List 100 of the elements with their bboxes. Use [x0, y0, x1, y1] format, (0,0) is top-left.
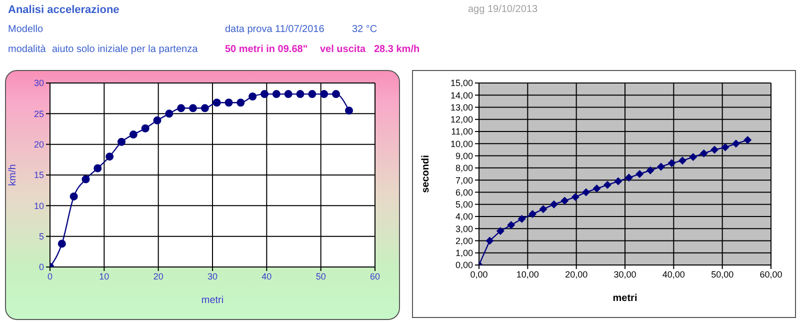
point [550, 200, 558, 208]
point [732, 140, 740, 148]
y-axis-title: secondi [420, 154, 432, 193]
point [636, 170, 644, 178]
point [94, 164, 102, 172]
y-tick-label: 0 [38, 262, 44, 272]
point [646, 166, 654, 174]
point [141, 124, 150, 132]
x-tick-label: 40,00 [662, 269, 685, 280]
point [118, 138, 126, 146]
y-tick-label: 8,00 [455, 163, 473, 174]
point [189, 104, 197, 112]
point [248, 92, 257, 100]
text: modalità [8, 44, 46, 55]
point [571, 193, 580, 202]
point [106, 152, 114, 161]
point [284, 90, 292, 98]
point [296, 90, 304, 98]
y-tick-label: 10 [34, 200, 44, 211]
text: 11/07/2016 [275, 24, 324, 35]
text: 50 metri in 09.68" [225, 44, 308, 55]
y-tick-label: 9,00 [455, 150, 473, 161]
y-tick-label: 20 [34, 140, 44, 150]
point [689, 153, 698, 162]
y-tick-label: 14,00 [450, 90, 473, 100]
point [507, 220, 516, 229]
y-tick-label: 6,00 [455, 187, 473, 198]
y-tick-label: 4,00 [455, 212, 473, 222]
point [308, 90, 316, 98]
y-tick-label: 25 [34, 108, 44, 119]
x-tick-label: 30,00 [614, 269, 636, 280]
y-tick-label: 5,00 [455, 200, 473, 210]
x-tick-label: 10,00 [516, 269, 539, 280]
y-axis-title: km/h [8, 164, 19, 186]
point [486, 236, 494, 245]
point [710, 146, 719, 154]
x-tick-label: 50,00 [711, 269, 734, 280]
point [129, 130, 138, 139]
text: vel uscita [320, 44, 366, 55]
point [603, 180, 612, 189]
point [721, 143, 730, 152]
x-tick-label: 20,00 [565, 269, 588, 280]
x-tick-label: 0,00 [470, 269, 488, 280]
y-tick-label: 11,00 [451, 126, 473, 137]
x-tick-label: 10 [99, 271, 110, 282]
point [700, 149, 708, 158]
point [678, 156, 686, 165]
point [518, 214, 526, 223]
point [236, 98, 245, 107]
point [539, 205, 548, 214]
y-tick-label: 30 [34, 78, 44, 88]
y-tick-label: 13,00 [450, 102, 473, 112]
x-tick-label: 20 [153, 271, 164, 282]
point [200, 104, 209, 112]
text: Modello [8, 24, 44, 35]
point [496, 227, 504, 236]
point [560, 196, 569, 205]
x-tick-label: 50 [316, 271, 326, 282]
chart-title: Analisi accelerazione [8, 4, 120, 16]
point [744, 136, 752, 144]
y-tick-label: 10,00 [450, 138, 473, 149]
point [332, 90, 340, 98]
y-tick-label: 5 [38, 232, 44, 242]
text: agg 19/10/2013 [468, 4, 538, 15]
point [582, 188, 590, 196]
y-tick-label: 15,00 [450, 78, 473, 88]
x-axis-title: metri [201, 295, 224, 306]
point [212, 98, 221, 107]
point [592, 184, 601, 193]
point [272, 90, 280, 98]
y-tick-label: 12,00 [450, 114, 473, 125]
x-tick-label: 0 [47, 271, 53, 282]
text: data prova [225, 24, 272, 35]
point [320, 90, 328, 98]
point [528, 210, 537, 218]
x-tick-label: 40 [262, 271, 272, 282]
text: 28.3 km/h [374, 44, 420, 55]
point [345, 106, 353, 115]
point [165, 110, 174, 118]
x-axis-title: metri [612, 293, 638, 304]
y-tick-label: 0,00 [455, 260, 473, 270]
point [153, 116, 162, 124]
y-tick-label: 2,00 [455, 236, 473, 246]
point [70, 192, 78, 200]
point [668, 159, 676, 168]
point [657, 162, 666, 171]
point [82, 175, 90, 184]
y-tick-label: 3,00 [455, 224, 473, 234]
point [614, 177, 622, 186]
point [177, 104, 186, 112]
point [58, 240, 66, 248]
y-tick-label: 15 [34, 170, 44, 180]
text: aiuto solo iniziale per la partenza [52, 44, 198, 55]
point [260, 90, 268, 98]
x-tick-label: 60 [370, 271, 380, 282]
x-tick-label: 60,00 [760, 269, 782, 280]
point [624, 174, 633, 182]
point [224, 98, 233, 107]
y-tick-label: 7,00 [455, 175, 473, 186]
text: 32 °C [352, 24, 378, 35]
